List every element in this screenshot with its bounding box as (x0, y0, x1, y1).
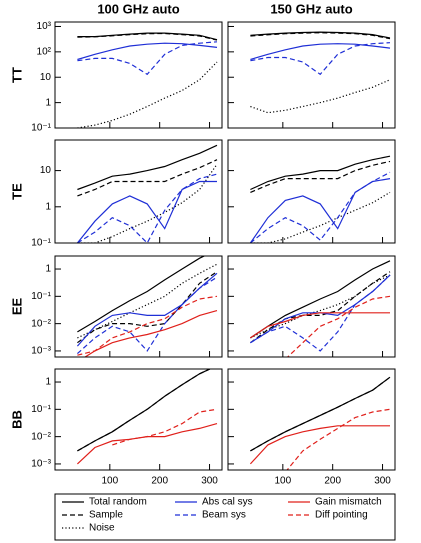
panel-frame (54, 368, 223, 471)
panel-frame (227, 368, 396, 471)
series-line (77, 369, 212, 452)
y-tick-label: 10⁻¹ (31, 123, 51, 134)
panel-frame (227, 255, 396, 358)
y-tick-label: 10 (40, 165, 52, 176)
panel-frame (54, 255, 223, 358)
series-line (250, 260, 391, 339)
legend-label: Total random (89, 497, 147, 508)
y-tick-label: 10⁻³ (31, 346, 51, 357)
series-line (77, 61, 218, 128)
panel-frame (54, 139, 223, 244)
series-line (77, 295, 218, 356)
series-line (249, 178, 391, 243)
y-tick-label: 10⁻¹ (31, 404, 51, 415)
legend-label: Beam sys (202, 510, 246, 521)
y-tick-label: 1 (45, 377, 51, 388)
series-line (77, 42, 218, 61)
series-line (250, 271, 391, 344)
y-tick-label: 10⁻² (31, 431, 51, 442)
series-line (250, 312, 390, 339)
series-line (250, 79, 391, 114)
series-line (250, 155, 391, 191)
series-line (250, 274, 391, 352)
series-line (249, 425, 390, 465)
series-line (250, 42, 391, 76)
row-label: TT (9, 67, 24, 83)
column-title: 100 GHz auto (97, 1, 179, 16)
series-line (77, 271, 218, 344)
y-tick-label: 10⁻¹ (31, 238, 51, 249)
legend-label: Gain mismatch (315, 497, 382, 508)
series-line (286, 295, 391, 357)
y-tick-label: 10⁻² (31, 318, 51, 329)
x-tick-label: 300 (374, 476, 391, 487)
series-line (76, 276, 218, 355)
y-tick-label: 1 (45, 264, 51, 275)
series-line (250, 160, 391, 193)
series-line (250, 32, 391, 40)
panel-frame (227, 21, 396, 129)
legend-label: Abs cal sys (202, 497, 253, 508)
series-line (77, 32, 218, 41)
series-line (77, 173, 218, 243)
y-tick-label: 1 (45, 97, 51, 108)
series-line (77, 32, 218, 41)
series-line (286, 408, 391, 470)
x-tick-label: 200 (324, 476, 341, 487)
series-line (77, 369, 212, 452)
x-tick-label: 100 (274, 476, 291, 487)
series-line (77, 159, 218, 197)
x-tick-label: 100 (101, 476, 118, 487)
series-line (77, 256, 206, 333)
series-line (250, 31, 391, 39)
series-line (250, 376, 391, 452)
series-line (76, 180, 217, 243)
series-line (250, 191, 391, 243)
y-tick-label: 10⁻³ (31, 459, 51, 470)
row-label: TE (9, 183, 24, 200)
y-tick-label: 10³ (37, 21, 52, 32)
series-line (83, 310, 218, 357)
legend-box (54, 493, 396, 541)
series-line (112, 408, 218, 446)
row-label: BB (9, 410, 24, 429)
x-tick-label: 200 (151, 476, 168, 487)
column-title: 150 GHz auto (270, 1, 352, 16)
panel-frame (54, 21, 223, 129)
y-tick-label: 10² (37, 46, 52, 57)
x-tick-label: 300 (201, 476, 218, 487)
series-line (250, 171, 391, 243)
y-tick-label: 10⁻¹ (31, 291, 51, 302)
series-line (77, 144, 218, 191)
legend-label: Noise (89, 523, 115, 534)
series-line (250, 274, 391, 339)
y-tick-label: 10 (40, 72, 52, 83)
legend-label: Diff pointing (315, 510, 368, 521)
series-line (76, 423, 218, 465)
legend-label: Sample (89, 510, 123, 521)
series-line (77, 41, 218, 76)
series-line (250, 43, 391, 61)
row-label: EE (9, 298, 24, 316)
y-tick-label: 1 (45, 201, 51, 212)
panel-frame (227, 139, 396, 244)
